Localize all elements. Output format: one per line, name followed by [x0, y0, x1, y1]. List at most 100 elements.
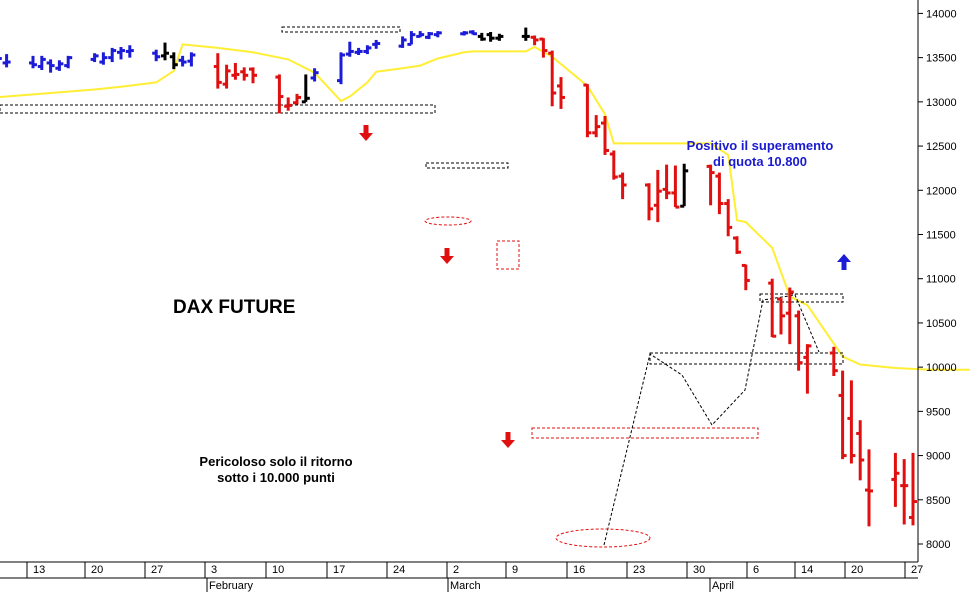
y-tick-label: 9500	[926, 406, 950, 418]
x-tick-label: 27	[911, 564, 923, 576]
month-label: February	[209, 580, 254, 592]
ohlc-bar	[653, 169, 662, 223]
ohlc-bar	[618, 172, 627, 200]
ohlc-bar	[29, 55, 37, 69]
ohlc-bar	[108, 47, 117, 63]
ohlc-bar	[891, 452, 900, 507]
ohlc-bar	[345, 41, 354, 57]
ohlc-bar	[530, 35, 539, 46]
ohlc-bar	[125, 45, 134, 58]
chart-title: DAX FUTURE	[173, 297, 295, 318]
ohlc-bar	[865, 449, 873, 527]
ohlc-bar	[231, 62, 240, 80]
box-march	[425, 162, 509, 169]
up-arrow-icon	[837, 254, 851, 270]
ohlc-bar	[99, 52, 108, 65]
y-tick-label: 10500	[926, 318, 957, 330]
resistance-box-february	[0, 104, 436, 114]
x-tick-label: 14	[801, 564, 813, 576]
ohlc-bar	[310, 68, 319, 82]
ohlc-bar	[486, 31, 495, 42]
ohlc-bar	[37, 55, 46, 71]
ohlc-bar	[0, 57, 2, 61]
ohlc-bar	[557, 77, 565, 109]
ohlc-bar	[240, 67, 249, 81]
note-breakout-line2: di quota 10.800	[713, 154, 807, 169]
ohlc-bar	[733, 236, 741, 254]
y-tick-label: 11000	[926, 274, 956, 286]
ohlc-bar	[768, 278, 777, 338]
month-label: March	[450, 580, 481, 592]
y-tick-label: 12500	[926, 141, 957, 153]
ohlc-bar	[284, 97, 293, 111]
ohlc-bar	[645, 183, 653, 221]
y-tick-label: 10000	[926, 362, 957, 374]
x-tick-label: 30	[693, 564, 705, 576]
ohlc-bar	[803, 344, 812, 394]
top-box-february	[281, 26, 401, 33]
ohlc-bar	[161, 42, 169, 61]
y-tick-label: 8500	[926, 495, 950, 507]
ohlc-bar	[724, 199, 733, 237]
ohlc-bar	[152, 49, 161, 62]
ohlc-bar	[548, 50, 557, 107]
ohlc-bar	[715, 172, 724, 215]
ohlc-bar	[416, 31, 425, 38]
ohlc-bar	[169, 52, 178, 70]
ohlc-bar	[706, 164, 715, 206]
ohlc-bar	[785, 287, 794, 345]
note-support-line2: sotto i 10.000 punti	[217, 470, 335, 485]
ohlc-bar	[222, 64, 231, 89]
y-tick-label: 13000	[926, 97, 957, 109]
ohlc-bar	[117, 47, 125, 60]
box-10000	[649, 352, 844, 365]
ohlc-bar	[178, 55, 187, 67]
ohlc-bar	[469, 30, 477, 36]
ohlc-bar	[900, 459, 909, 525]
x-tick-label: 6	[753, 564, 759, 576]
x-tick-label: 20	[91, 564, 103, 576]
ohlc-bar	[741, 263, 750, 291]
ohlc-bar	[46, 59, 55, 73]
ohlc-bar	[213, 53, 222, 89]
y-tick-label: 9000	[926, 451, 950, 463]
ohlc-bar	[838, 370, 847, 460]
ohlc-bar	[680, 163, 689, 208]
ohlc-bar	[2, 54, 11, 68]
support-box-red	[531, 427, 759, 439]
ohlc-bar	[90, 53, 99, 63]
ohlc-bar	[609, 150, 618, 180]
ohlc-bar	[64, 55, 73, 69]
ohlc-bar	[477, 32, 486, 41]
month-label: April	[712, 580, 734, 592]
ohlc-bar	[495, 33, 504, 41]
ohlc-bar	[539, 37, 548, 58]
price-bars	[0, 27, 917, 527]
x-tick-label: 24	[393, 564, 405, 576]
y-tick-label: 8000	[926, 539, 950, 551]
ohlc-bar	[847, 380, 856, 464]
x-tick-label: 10	[272, 564, 284, 576]
ohlc-bar	[583, 83, 592, 138]
y-tick-label: 11500	[926, 229, 956, 241]
ohlc-bar	[249, 67, 257, 84]
dashed-trendline	[603, 294, 820, 546]
note-breakout-line1: Positivo il superamento	[687, 138, 834, 153]
ohlc-bar	[407, 31, 416, 46]
down-arrow-icon	[501, 432, 515, 448]
ohlc-bar	[521, 27, 530, 41]
ohlc-bar	[293, 93, 301, 105]
ohlc-bar	[363, 45, 372, 55]
dashed-range-boxes	[0, 26, 844, 546]
x-tick-label: 2	[453, 564, 459, 576]
x-tick-label: 13	[33, 564, 45, 576]
ohlc-bar	[398, 36, 407, 48]
x-tick-label: 16	[573, 564, 585, 576]
ohlc-bar	[662, 164, 671, 200]
ohlc-bar	[337, 52, 345, 85]
down-arrow-icon	[359, 125, 373, 141]
ohlc-bar	[777, 297, 785, 335]
ohlc-bar	[909, 452, 917, 526]
